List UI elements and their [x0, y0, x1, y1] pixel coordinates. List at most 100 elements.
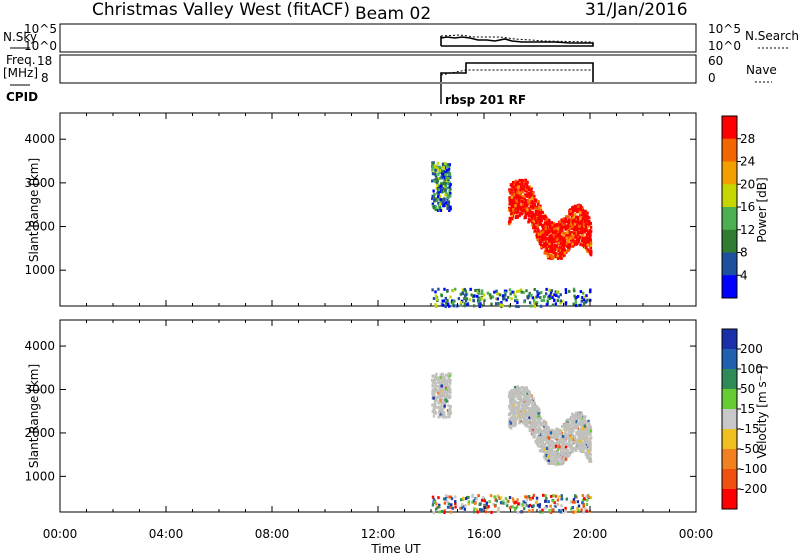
range-cell	[471, 500, 474, 504]
range-cell	[522, 195, 525, 199]
range-cell	[523, 300, 526, 304]
range-cell	[572, 429, 575, 433]
range-cell	[556, 235, 560, 239]
range-cell	[434, 294, 438, 298]
range-cell	[550, 253, 553, 257]
range-cell	[564, 421, 568, 425]
range-cell	[447, 200, 450, 204]
range-cell	[547, 223, 550, 227]
freq-panel	[59, 54, 697, 84]
freq-trace	[440, 62, 594, 82]
range-cell	[529, 194, 532, 198]
range-cell	[498, 293, 502, 297]
range-cell	[470, 293, 473, 297]
range-cell	[509, 292, 512, 296]
range-cell	[582, 444, 585, 448]
range-cell	[551, 237, 554, 241]
range-cell	[446, 186, 449, 190]
range-cell	[512, 290, 515, 294]
range-cell	[463, 287, 466, 291]
range-cell	[531, 201, 535, 205]
range-cell	[448, 389, 451, 393]
colorbar-tick-label: 50	[740, 382, 755, 396]
range-cell	[529, 400, 532, 404]
range-cell	[516, 182, 520, 186]
range-cell	[533, 194, 536, 198]
range-cell	[558, 249, 562, 253]
range-cell	[434, 197, 438, 201]
range-cell	[571, 242, 574, 246]
range-cell	[505, 504, 509, 508]
range-cell	[534, 426, 537, 430]
range-cell	[583, 230, 586, 234]
range-cell	[560, 435, 563, 439]
range-cell	[540, 433, 543, 437]
range-cell	[527, 201, 531, 205]
range-cell	[461, 291, 464, 295]
range-cell	[543, 455, 546, 459]
range-cell	[499, 501, 503, 505]
range-cell	[514, 187, 517, 191]
range-cell	[552, 453, 556, 457]
range-cell	[564, 232, 567, 236]
range-cell	[472, 299, 475, 303]
time-xticks: 00:00 04:00 08:00 12:00 16:00 20:00 00:00	[43, 113, 713, 541]
range-cell	[446, 192, 449, 196]
range-cell	[436, 161, 440, 165]
range-cell	[562, 225, 566, 229]
range-cell	[501, 294, 505, 298]
range-cell	[521, 205, 525, 209]
range-cell	[564, 238, 567, 242]
range-cell	[441, 190, 444, 194]
range-cell	[515, 304, 518, 308]
range-cell	[446, 298, 449, 302]
range-cell	[554, 247, 557, 251]
colorbar-tick-label: 200	[740, 342, 763, 356]
range-cell	[501, 304, 505, 308]
range-cell	[518, 417, 522, 421]
range-cell	[581, 501, 584, 505]
range-cell	[438, 510, 441, 514]
range-cell	[503, 289, 507, 293]
range-cell	[443, 287, 446, 291]
range-cell	[460, 301, 463, 305]
range-cell	[521, 190, 524, 194]
range-cell	[566, 454, 569, 458]
range-cell	[442, 415, 445, 419]
velocity-panel-frame	[59, 319, 697, 513]
range-cell	[475, 294, 479, 298]
range-cell	[515, 215, 518, 219]
nsky-panel	[59, 23, 697, 53]
range-cell	[512, 391, 515, 395]
range-cell	[531, 204, 534, 208]
range-cell	[511, 414, 514, 418]
range-cell	[589, 221, 593, 225]
range-cell	[564, 443, 568, 447]
range-cell	[569, 415, 573, 419]
range-cell	[560, 433, 563, 437]
range-cell	[529, 497, 532, 501]
range-cell	[509, 421, 513, 425]
range-cell	[563, 424, 566, 428]
range-cell	[549, 429, 553, 433]
xtick-label: 00:00	[43, 527, 78, 541]
power-panel-frame	[59, 112, 697, 307]
range-cell	[582, 416, 586, 420]
range-cell	[433, 399, 437, 403]
nsky-tick-bottom: 10^0	[24, 39, 57, 53]
range-cell	[587, 421, 591, 425]
range-cell	[580, 436, 583, 440]
range-cell	[575, 295, 578, 299]
range-cell	[584, 438, 588, 442]
range-cell	[439, 206, 442, 210]
range-cell	[538, 505, 541, 509]
range-cell	[502, 297, 505, 301]
range-cell	[563, 432, 567, 436]
range-cell	[486, 291, 490, 295]
range-cell	[549, 461, 552, 465]
range-cell	[577, 428, 580, 432]
range-cell	[444, 386, 447, 390]
range-cell	[462, 496, 465, 500]
range-cell	[523, 193, 527, 197]
range-cell	[488, 293, 492, 297]
